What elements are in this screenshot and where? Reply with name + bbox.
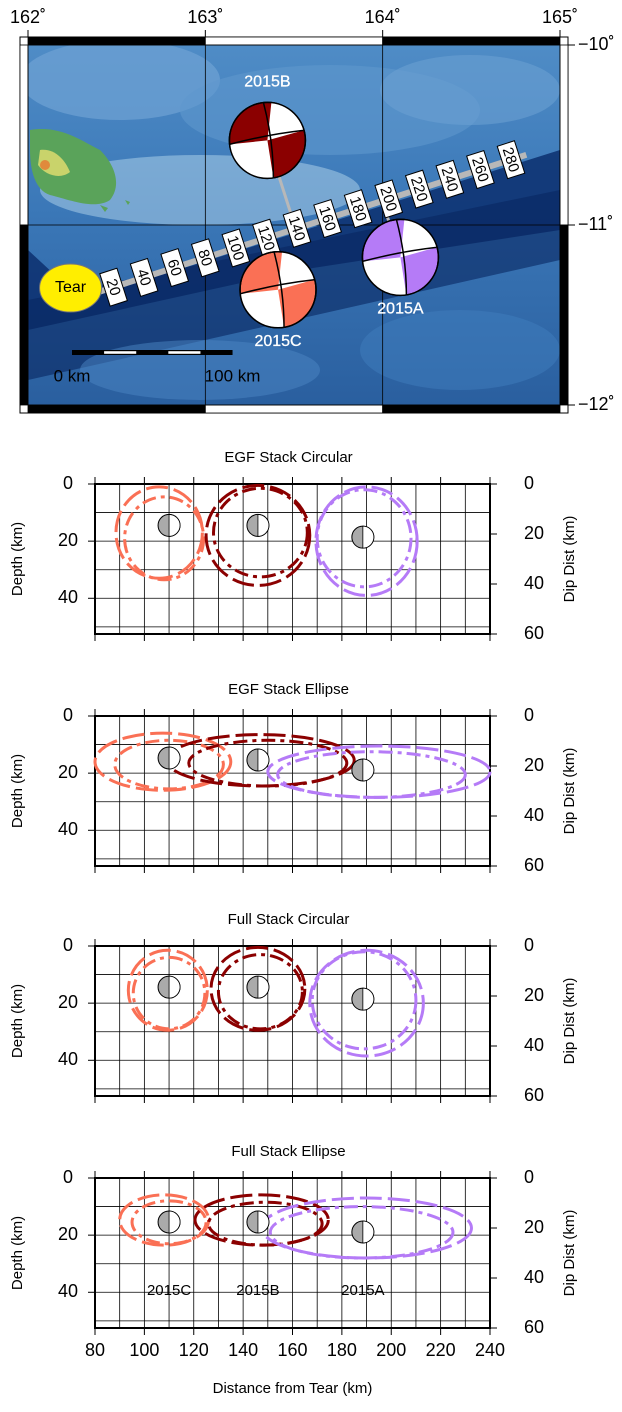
- y2-tick-label: 20: [524, 523, 544, 543]
- scale-bar: [72, 350, 233, 355]
- frame-segment: [560, 225, 568, 405]
- y-tick-label: −10˚: [578, 34, 615, 54]
- x-tick-label: 200: [376, 1340, 406, 1360]
- frame-segment: [383, 37, 560, 45]
- panel-title: EGF Stack Ellipse: [228, 681, 349, 698]
- hypocenter-mech: [169, 747, 180, 769]
- x-tick-label: 140: [228, 1340, 258, 1360]
- hypocenter-mech: [258, 749, 269, 771]
- frame-segment: [560, 45, 568, 225]
- y-tick-label: 20: [58, 530, 78, 550]
- frame-segment: [205, 37, 382, 45]
- event-label: 2015B: [244, 74, 290, 91]
- event-label: 2015C: [254, 333, 301, 350]
- x-tick-label: 164˚: [365, 7, 401, 27]
- hypocenter-mech: [363, 759, 374, 781]
- y2-axis-label: Dip Dist (km): [561, 978, 578, 1065]
- y-axis-label: Depth (km): [9, 754, 26, 828]
- y2-tick-label: 60: [524, 1085, 544, 1105]
- y2-tick-label: 0: [524, 705, 534, 725]
- y-tick-label: −12˚: [578, 394, 615, 414]
- x-axis-label: Distance from Tear (km): [213, 1380, 373, 1397]
- cross-section-panel: Full Stack Circular 0 20 40 0 20 40 60 Depth (km…: [9, 911, 578, 1105]
- frame-segment: [20, 225, 28, 405]
- hypocenter-mech: [258, 976, 269, 998]
- y2-tick-label: 40: [524, 1267, 544, 1287]
- figure: 162˚ 163˚ 164˚ 165˚−10˚ −11˚ −12˚ 20 40 60 80 100 1…: [0, 0, 622, 1407]
- hypocenter-mech: [258, 514, 269, 536]
- frame-segment: [28, 37, 205, 45]
- y2-axis-label: Dip Dist (km): [561, 516, 578, 603]
- x-tick-label: 163˚: [187, 7, 223, 27]
- y-tick-label: 20: [58, 1224, 78, 1244]
- y2-tick-label: 20: [524, 985, 544, 1005]
- y-axis-label: Depth (km): [9, 1216, 26, 1290]
- y2-tick-label: 60: [524, 1317, 544, 1337]
- hypocenter-mech: [363, 1221, 374, 1243]
- y-axis-label: Depth (km): [9, 984, 26, 1058]
- tear-label: Tear: [55, 279, 87, 296]
- y2-axis-label: Dip Dist (km): [561, 748, 578, 835]
- y2-tick-label: 40: [524, 573, 544, 593]
- y-tick-label: 0: [63, 935, 73, 955]
- y2-axis-label: Dip Dist (km): [561, 1210, 578, 1297]
- panel-title: Full Stack Ellipse: [231, 1143, 345, 1160]
- y2-tick-label: 0: [524, 473, 534, 493]
- event-label: 2015B: [236, 1282, 279, 1299]
- x-tick-label: 220: [426, 1340, 456, 1360]
- y2-tick-label: 40: [524, 1035, 544, 1055]
- frame-segment: [205, 405, 382, 413]
- y-tick-label: 0: [63, 473, 73, 493]
- x-tick-label: 180: [327, 1340, 357, 1360]
- cross-section-panel: EGF Stack Circular 0 20 40 0 20 40 60 Depth (km)…: [9, 449, 578, 643]
- x-tick-label: 120: [179, 1340, 209, 1360]
- x-tick-label: 80: [85, 1340, 105, 1360]
- x-tick-label: 160: [277, 1340, 307, 1360]
- hypocenter-mech: [363, 526, 374, 548]
- hypocenter-mech: [258, 1211, 269, 1233]
- y-tick-label: 40: [58, 1049, 78, 1069]
- x-tick-label: 162˚: [10, 7, 46, 27]
- cross-section-panel: EGF Stack Ellipse 0 20 40 0 20 40 60 Depth (km) D…: [9, 681, 578, 875]
- y-tick-label: 20: [58, 992, 78, 1012]
- y2-tick-label: 0: [524, 1167, 534, 1187]
- panel-title: Full Stack Circular: [228, 911, 350, 928]
- x-tick-label: 100: [129, 1340, 159, 1360]
- hypocenter-mech: [169, 514, 180, 536]
- scale-bar-segment: [104, 351, 136, 354]
- frame-segment: [20, 45, 28, 225]
- y-tick-label: 0: [63, 705, 73, 725]
- scale-bar-segment: [168, 351, 200, 354]
- event-label: 2015A: [341, 1282, 384, 1299]
- hypocenter-mech: [169, 976, 180, 998]
- y2-tick-label: 40: [524, 805, 544, 825]
- scale-label: 0 km: [54, 366, 91, 385]
- cross-sections: EGF Stack Circular 0 20 40 0 20 40 60 Depth (km)…: [9, 449, 578, 1397]
- event-label: 2015A: [377, 301, 424, 318]
- x-tick-label: 240: [475, 1340, 505, 1360]
- y2-tick-label: 60: [524, 855, 544, 875]
- x-tick-label: 165˚: [542, 7, 578, 27]
- frame-segment: [383, 405, 560, 413]
- y-tick-label: 40: [58, 819, 78, 839]
- rupture-ellipse: [125, 497, 204, 580]
- y2-tick-label: 60: [524, 623, 544, 643]
- y-tick-label: 20: [58, 762, 78, 782]
- frame-segment: [28, 405, 205, 413]
- y2-tick-label: 20: [524, 1217, 544, 1237]
- y-axis-label: Depth (km): [9, 522, 26, 596]
- scale-label: 100 km: [205, 366, 261, 385]
- hypocenter-mech: [169, 1211, 180, 1233]
- y-tick-label: 40: [58, 587, 78, 607]
- y-tick-label: 0: [63, 1167, 73, 1187]
- y2-tick-label: 20: [524, 755, 544, 775]
- y-tick-label: −11˚: [578, 214, 613, 234]
- y-tick-label: 40: [58, 1281, 78, 1301]
- rupture-ellipse: [116, 487, 202, 578]
- y2-tick-label: 0: [524, 935, 534, 955]
- panel-title: EGF Stack Circular: [224, 449, 352, 466]
- hypocenter-mech: [363, 988, 374, 1010]
- event-label: 2015C: [147, 1282, 191, 1299]
